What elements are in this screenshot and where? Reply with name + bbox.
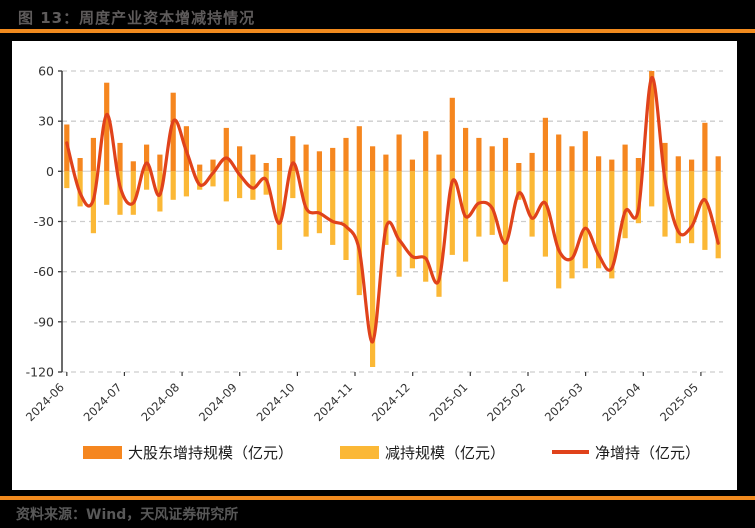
bottom-rule: [0, 496, 755, 500]
svg-text:2024-11: 2024-11: [311, 380, 355, 424]
x-axis-labels: 2024-06 2024-07 2024-08 2024-09 2024-10 2024-…: [23, 380, 701, 424]
svg-text:2025-01: 2025-01: [427, 380, 471, 424]
svg-text:-60: -60: [34, 264, 54, 279]
svg-text:2025-04: 2025-04: [600, 380, 644, 424]
svg-text:2025-05: 2025-05: [657, 380, 701, 424]
top-rule: [0, 29, 755, 33]
bar-swatch: [83, 445, 122, 459]
svg-text:2025-02: 2025-02: [484, 380, 528, 424]
svg-text:2024-10: 2024-10: [254, 380, 298, 424]
svg-text:30: 30: [38, 114, 54, 129]
legend-label: 净增持（亿元）: [595, 443, 701, 462]
x-axis-ticks: [66, 372, 702, 376]
net-line-swatch: [552, 450, 589, 454]
chart-panel: 60 30 0 -30 -60 -90 -120 2024-06 2024-07 2024-08 2…: [12, 41, 737, 490]
svg-text:2024-12: 2024-12: [369, 380, 413, 424]
legend-item-decrease: 减持规模（亿元）: [340, 441, 505, 463]
svg-text:-120: -120: [26, 365, 54, 380]
svg-text:2024-07: 2024-07: [81, 380, 125, 424]
legend-item-increase: 大股东增持规模（亿元）: [83, 441, 293, 463]
svg-text:2024-09: 2024-09: [196, 380, 240, 424]
y-axis-labels: 60 30 0 -30 -60 -90 -120: [26, 64, 54, 380]
svg-text:-90: -90: [34, 314, 54, 329]
legend-item-net: 净增持（亿元）: [552, 441, 700, 463]
chart-legend: 大股东增持规模（亿元） 减持规模（亿元） 净增持（亿元）: [12, 441, 737, 467]
svg-text:2024-06: 2024-06: [23, 380, 67, 424]
legend-label: 减持规模（亿元）: [385, 443, 506, 462]
svg-text:60: 60: [38, 64, 54, 79]
svg-text:0: 0: [46, 164, 54, 179]
svg-text:2024-08: 2024-08: [138, 380, 182, 424]
source-note: 资料来源：Wind，天风证券研究所: [16, 507, 239, 523]
bars-decrease: [64, 171, 721, 367]
svg-text:2025-03: 2025-03: [542, 380, 586, 424]
legend-label: 大股东增持规模（亿元）: [128, 443, 294, 462]
net-line: [65, 76, 720, 344]
figure-title: 图 13：周度产业资本增减持情况: [18, 9, 256, 27]
svg-text:-30: -30: [34, 214, 54, 229]
bar-swatch: [340, 445, 379, 459]
bars-increase: [64, 71, 721, 172]
